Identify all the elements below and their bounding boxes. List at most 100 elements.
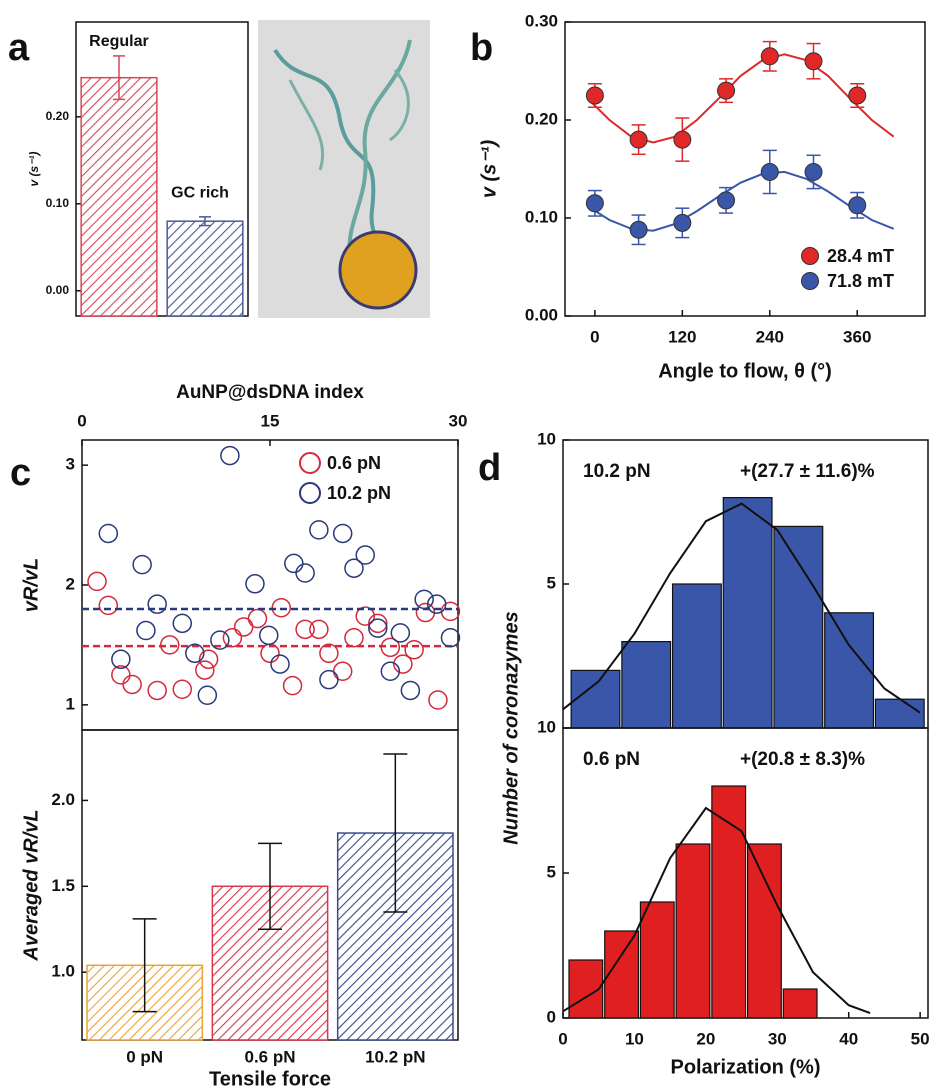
panel-letter: b bbox=[470, 27, 493, 69]
legend-label: 10.2 pN bbox=[327, 483, 391, 503]
data-point bbox=[122, 674, 142, 695]
y-axis-label: vR/vL bbox=[20, 558, 42, 612]
category-label: GC rich bbox=[171, 184, 229, 201]
data-point bbox=[344, 627, 364, 648]
data-point bbox=[258, 625, 279, 646]
data-point bbox=[87, 571, 107, 592]
data-point bbox=[368, 613, 388, 634]
data-point bbox=[159, 635, 180, 655]
error-bar bbox=[199, 216, 211, 227]
plot-frame bbox=[75, 21, 249, 317]
data-point bbox=[428, 690, 448, 710]
x-axis-label: Tensile force bbox=[209, 1068, 331, 1088]
series-label: 10.2 pN bbox=[583, 461, 651, 482]
x-tick-label: 360 bbox=[843, 327, 871, 346]
x-tick-label: 0 bbox=[590, 327, 599, 346]
data-point bbox=[332, 523, 353, 544]
data-point bbox=[585, 194, 604, 213]
data-point bbox=[319, 669, 339, 690]
data-point bbox=[147, 680, 167, 701]
series-label: 0.6 pN bbox=[583, 749, 640, 770]
data-point bbox=[98, 523, 119, 544]
x-tick-label: 30 bbox=[768, 1029, 787, 1048]
histogram-bar bbox=[568, 959, 604, 1019]
x-tick-label: 50 bbox=[911, 1029, 930, 1048]
legend-label: 71.8 mT bbox=[827, 271, 894, 291]
data-point bbox=[147, 594, 167, 614]
y-tick-label: 0.10 bbox=[525, 207, 558, 226]
data-point bbox=[319, 643, 339, 664]
data-point bbox=[717, 191, 736, 210]
data-point bbox=[172, 679, 193, 700]
bar bbox=[166, 220, 244, 317]
data-point bbox=[198, 649, 219, 670]
y-tick-label: 0.00 bbox=[46, 283, 70, 297]
data-point bbox=[629, 220, 648, 239]
y-tick-label: 3 bbox=[66, 455, 75, 474]
data-point bbox=[673, 130, 692, 149]
x-axis-label: Angle to flow, θ (°) bbox=[658, 360, 832, 382]
x-tick-label: 15 bbox=[261, 411, 280, 430]
data-point bbox=[98, 595, 119, 616]
legend-marker bbox=[801, 272, 819, 290]
histogram-bar bbox=[671, 583, 722, 729]
fit-curve bbox=[562, 502, 921, 714]
annotation: +(27.7 ± 11.6)% bbox=[740, 461, 875, 482]
data-point bbox=[673, 213, 692, 232]
y-tick-label: 0 bbox=[547, 1007, 556, 1026]
category-label: Regular bbox=[89, 33, 149, 50]
data-point bbox=[220, 445, 240, 466]
data-point bbox=[426, 594, 447, 614]
panel-letter: a bbox=[8, 27, 30, 69]
y-tick-label: 2 bbox=[66, 574, 75, 593]
histogram-bar bbox=[639, 901, 675, 1019]
y-axis-label: Averaged vR/vL bbox=[20, 809, 42, 961]
dna-strand bbox=[347, 39, 412, 261]
data-point bbox=[404, 639, 424, 660]
x-tick-label: 0 pN bbox=[126, 1047, 163, 1066]
data-point bbox=[185, 643, 205, 664]
structure-illustration bbox=[258, 20, 430, 318]
dna-strand bbox=[288, 69, 410, 171]
y-tick-label: 5 bbox=[547, 573, 556, 592]
data-point bbox=[295, 563, 315, 583]
fit-curve bbox=[587, 170, 895, 232]
data-point bbox=[210, 630, 230, 650]
histogram-bar bbox=[604, 930, 640, 1019]
x-axis-label: Polarization (%) bbox=[670, 1056, 820, 1078]
data-point bbox=[380, 661, 401, 682]
data-point bbox=[332, 661, 353, 682]
panel-letter: c bbox=[10, 452, 31, 494]
error-bar bbox=[132, 918, 157, 1013]
y-tick-label: 0.20 bbox=[46, 109, 70, 123]
data-point bbox=[400, 680, 421, 701]
legend-marker bbox=[801, 247, 819, 265]
data-point bbox=[284, 553, 304, 574]
y-tick-label: 0.30 bbox=[525, 11, 558, 30]
error-bar bbox=[113, 55, 125, 101]
y-tick-label: 0.00 bbox=[525, 305, 558, 324]
data-point bbox=[848, 196, 867, 215]
y-tick-label: 1.0 bbox=[51, 962, 75, 981]
gold-nanoparticle bbox=[338, 230, 418, 310]
data-point bbox=[282, 675, 303, 696]
data-point bbox=[344, 558, 364, 578]
data-point bbox=[804, 52, 823, 71]
histogram-bar bbox=[824, 612, 875, 729]
data-point bbox=[414, 589, 434, 610]
y-tick-label: 0.10 bbox=[46, 196, 70, 210]
x-tick-label: 10 bbox=[625, 1029, 644, 1048]
data-point bbox=[309, 619, 329, 640]
data-point bbox=[380, 637, 401, 658]
histogram-bar bbox=[621, 640, 672, 729]
data-point bbox=[222, 627, 243, 648]
y-tick-label: 0.20 bbox=[525, 109, 558, 128]
data-point bbox=[111, 665, 131, 685]
legend-label: 0.6 pN bbox=[327, 453, 381, 473]
x-tick-label: 0 bbox=[558, 1029, 567, 1048]
bar bbox=[80, 76, 158, 317]
data-point bbox=[440, 601, 461, 622]
y-tick-label: 1.5 bbox=[51, 876, 75, 895]
data-point bbox=[804, 162, 823, 181]
